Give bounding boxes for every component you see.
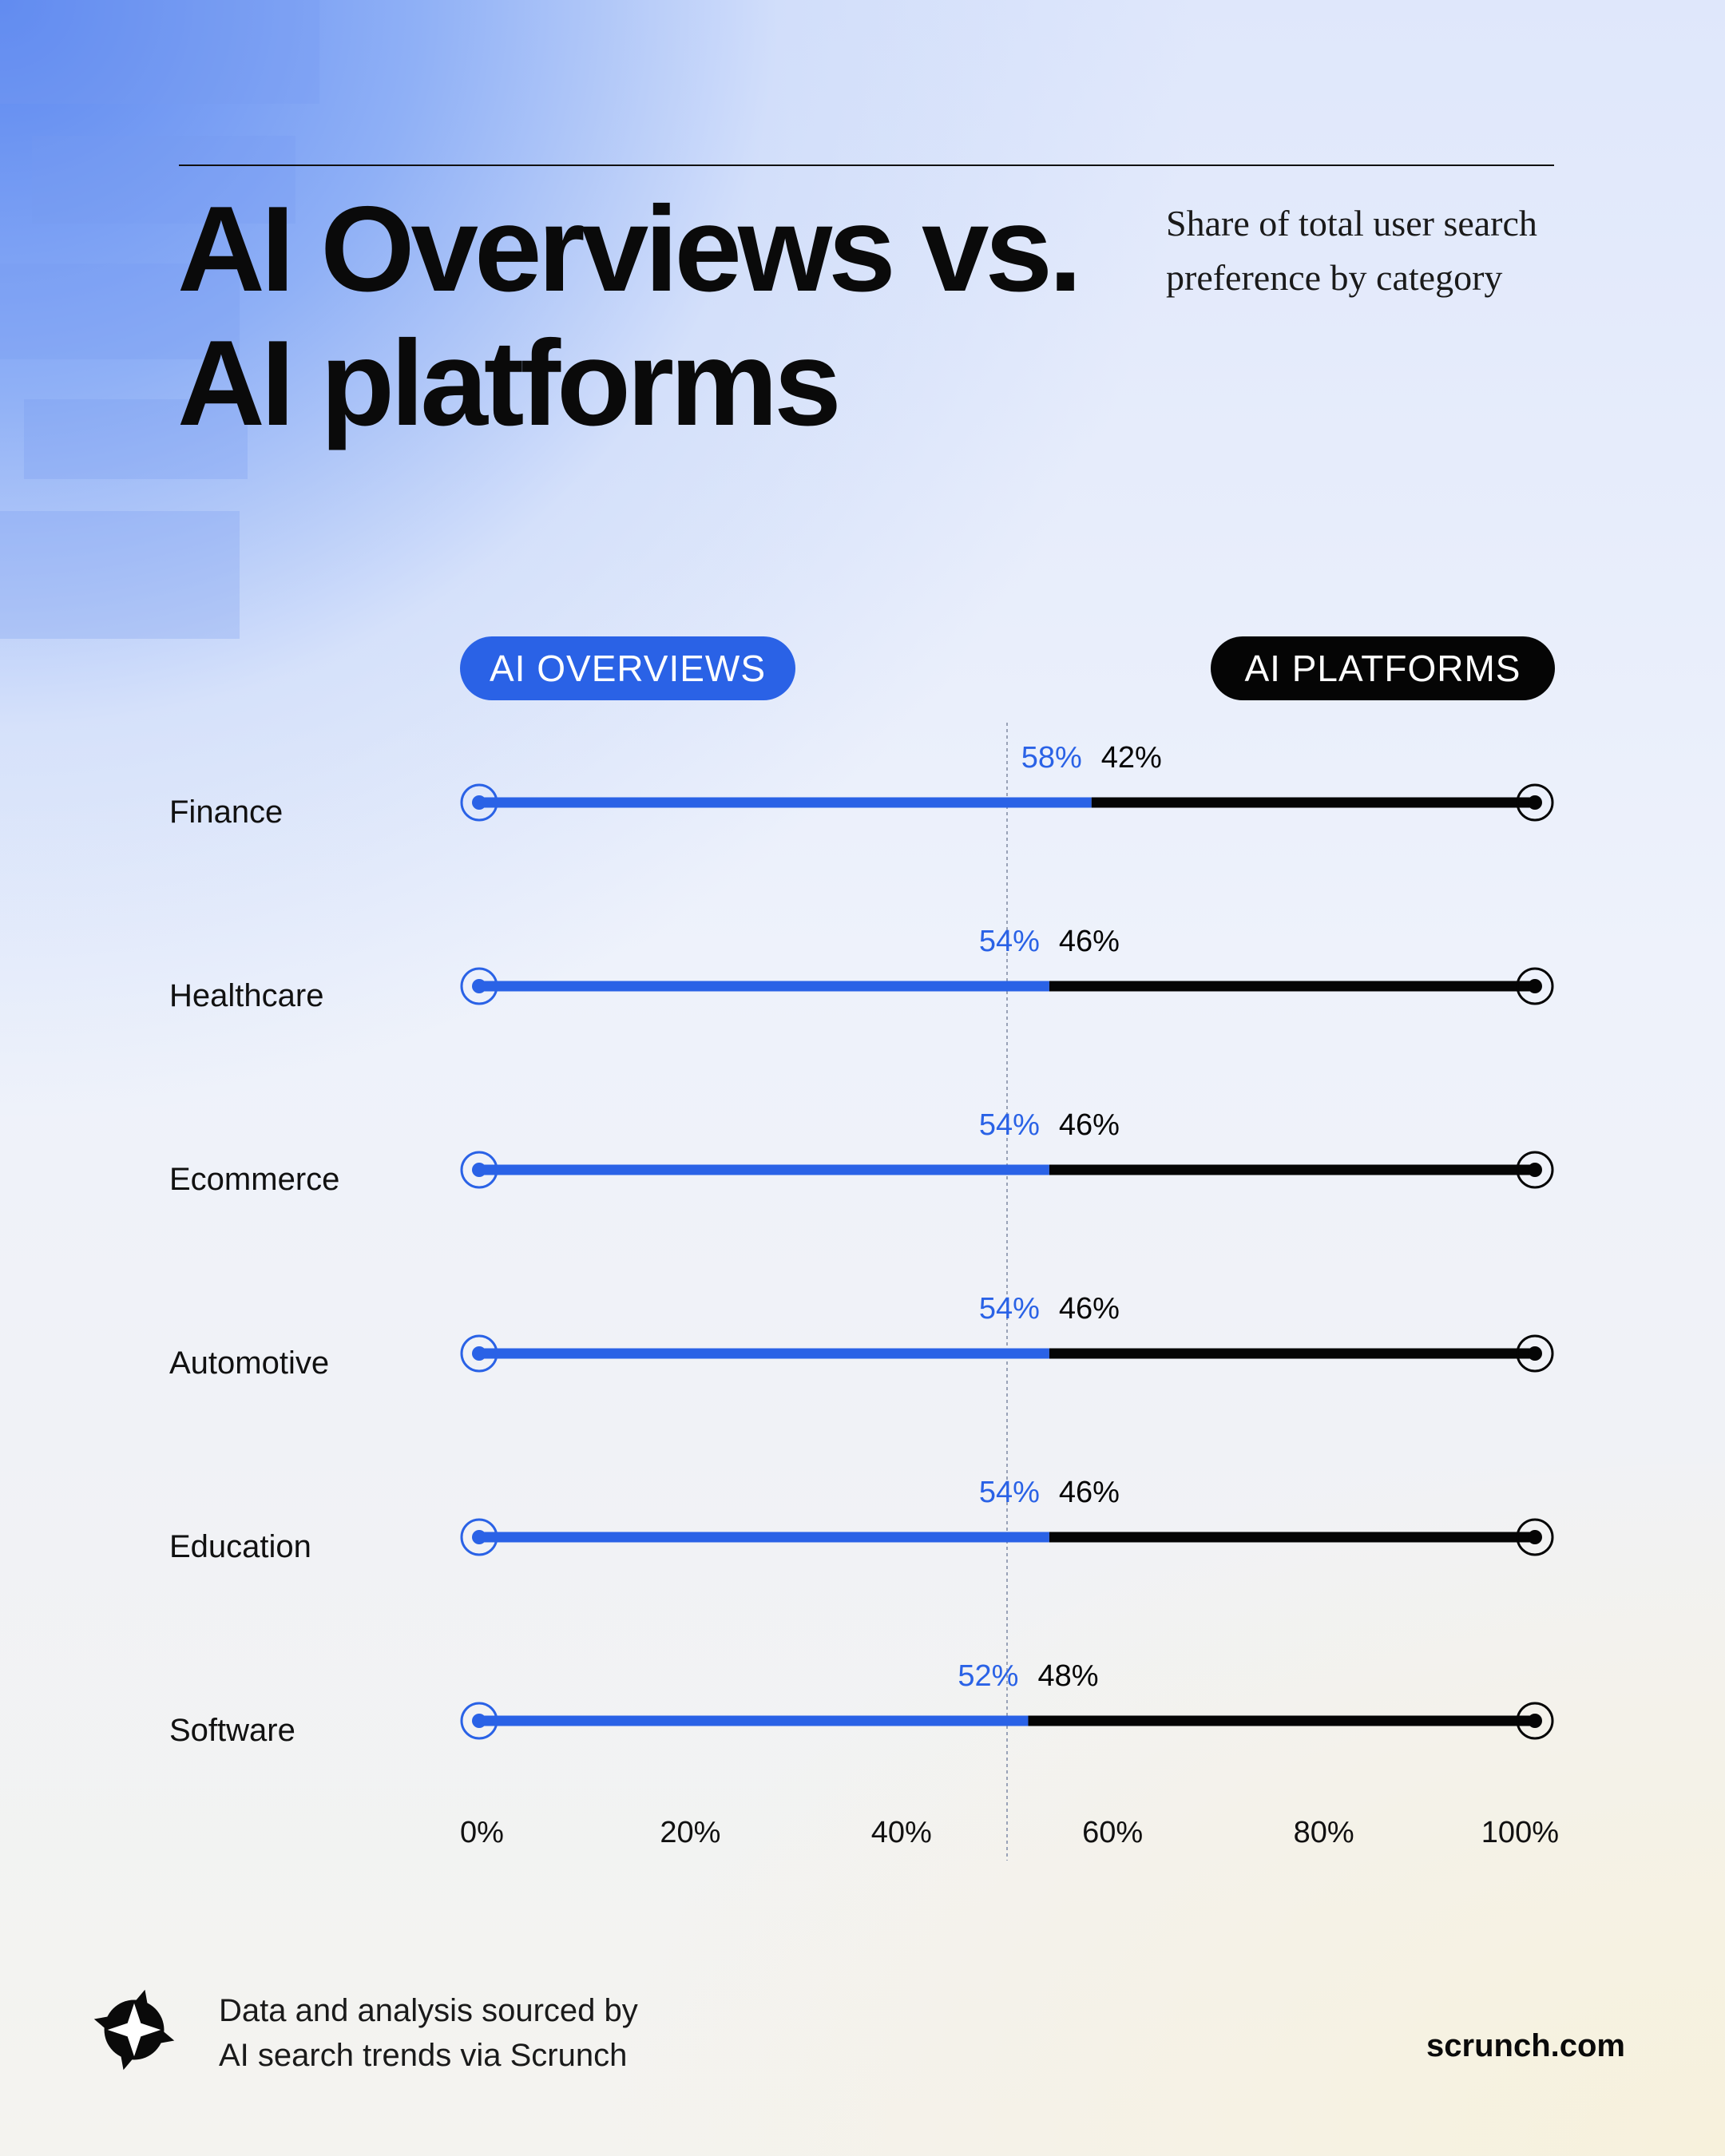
- x-tick-label: 20%: [660, 1816, 720, 1849]
- category-label: Software: [169, 1713, 295, 1748]
- bar-start-ring: [460, 967, 498, 1005]
- bar-start-dot: [472, 1530, 486, 1544]
- decorative-block: [0, 511, 240, 639]
- legend-ai-platforms: AI PLATFORMS: [1211, 636, 1555, 700]
- decorative-block: [24, 399, 248, 479]
- data-label-ai-platforms: 42%: [1101, 741, 1162, 775]
- source-line-2: AI search trends via Scrunch: [219, 2038, 628, 2073]
- bar-start-ring: [460, 783, 498, 822]
- bar-start-ring: [460, 1151, 498, 1189]
- data-label-ai-overviews: 54%: [979, 1476, 1040, 1509]
- bar-end-ring: [1516, 967, 1554, 1005]
- source-line-1: Data and analysis sourced by: [219, 1993, 638, 2028]
- bar-end-ring: [1516, 1334, 1554, 1373]
- bar-end-dot: [1528, 979, 1542, 993]
- data-label-ai-overviews: 54%: [979, 1108, 1040, 1142]
- bar-start-ring: [460, 1518, 498, 1556]
- bar-start-dot: [472, 979, 486, 993]
- data-label-ai-overviews: 52%: [958, 1659, 1018, 1693]
- bar-end-ring: [1516, 1151, 1554, 1189]
- bar-end-dot: [1528, 795, 1542, 810]
- category-label: Education: [169, 1529, 311, 1564]
- data-label-ai-platforms: 48%: [1037, 1659, 1098, 1693]
- bar-end-ring: [1516, 1518, 1554, 1556]
- bar-end-ring: [1516, 783, 1554, 822]
- bar-start-dot: [472, 1346, 486, 1361]
- legend-ai-overviews: AI OVERVIEWS: [460, 636, 795, 700]
- data-label-ai-overviews: 58%: [1021, 741, 1082, 775]
- category-label: Finance: [169, 795, 283, 830]
- decorative-block: [32, 136, 295, 224]
- decorative-block: [0, 264, 240, 359]
- website-link[interactable]: scrunch.com: [1426, 2028, 1625, 2063]
- x-tick-label: 80%: [1294, 1816, 1354, 1849]
- data-label-ai-platforms: 46%: [1059, 1476, 1120, 1509]
- bar-start-dot: [472, 1714, 486, 1728]
- page-subtitle: Share of total user search preference by…: [1166, 196, 1581, 305]
- bar-start-ring: [460, 1702, 498, 1740]
- bar-end-dot: [1528, 1530, 1542, 1544]
- data-label-ai-overviews: 54%: [979, 1292, 1040, 1326]
- star-logo-icon: [93, 1989, 175, 2071]
- data-label-ai-overviews: 54%: [979, 925, 1040, 958]
- bar-end-ring: [1516, 1702, 1554, 1740]
- stacked-bar-chart: Finance 58% 42% Healthcare 54% 46% Ecommerce 54…: [169, 723, 1559, 1861]
- bar-end-dot: [1528, 1346, 1542, 1361]
- bar-start-ring: [460, 1334, 498, 1373]
- page-title: AI Overviews vs. AI platforms: [177, 181, 1082, 451]
- title-line-2: AI platforms: [177, 315, 842, 451]
- source-note: Data and analysis sourced by AI search t…: [219, 1988, 638, 2078]
- decorative-block: [0, 0, 319, 104]
- x-tick-label: 40%: [871, 1816, 932, 1849]
- data-label-ai-platforms: 46%: [1059, 1292, 1120, 1326]
- header-rule: [179, 164, 1554, 166]
- title-line-1: AI Overviews vs.: [177, 181, 1082, 317]
- subtitle-line-2: preference by category: [1166, 257, 1503, 298]
- category-label: Automotive: [169, 1346, 329, 1381]
- bar-end-dot: [1528, 1163, 1542, 1177]
- bar-start-dot: [472, 795, 486, 810]
- data-label-ai-platforms: 46%: [1059, 925, 1120, 958]
- bar-end-dot: [1528, 1714, 1542, 1728]
- category-label: Ecommerce: [169, 1162, 339, 1197]
- x-tick-label: 100%: [1481, 1816, 1559, 1849]
- x-tick-label: 0%: [460, 1816, 504, 1849]
- bar-start-dot: [472, 1163, 486, 1177]
- category-label: Healthcare: [169, 978, 323, 1013]
- x-tick-label: 60%: [1082, 1816, 1143, 1849]
- data-label-ai-platforms: 46%: [1059, 1108, 1120, 1142]
- subtitle-line-1: Share of total user search: [1166, 203, 1537, 244]
